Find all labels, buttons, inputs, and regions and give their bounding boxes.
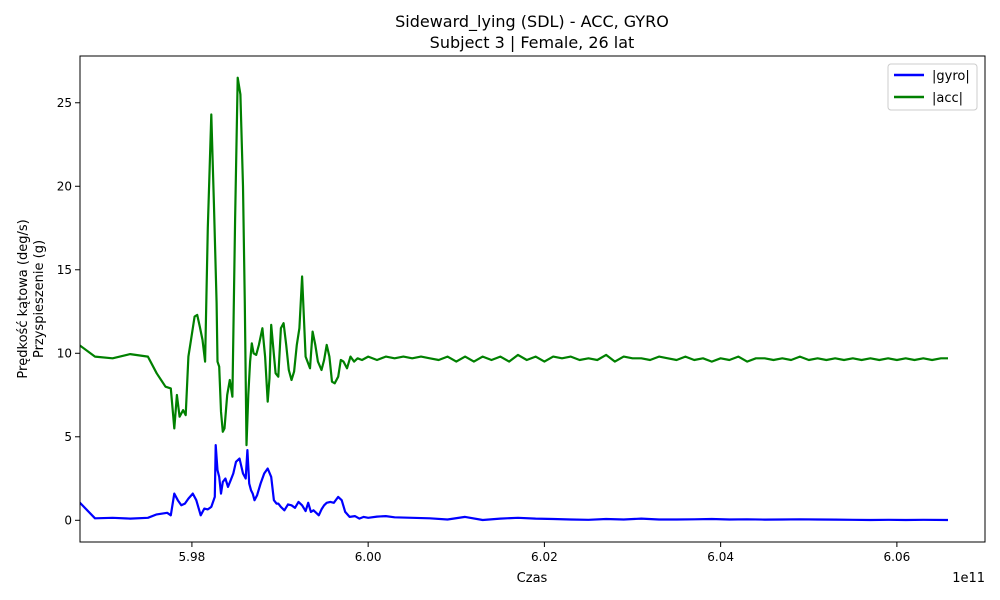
x-axis-offset-label: 1e11 (952, 571, 985, 586)
x-tick-label: 6.04 (707, 550, 734, 564)
plot-frame (79, 55, 986, 543)
y-tick-label: 5 (64, 430, 72, 444)
plot-series-layer (80, 76, 949, 522)
y-axis: 0 5 10 15 20 25 (57, 96, 80, 527)
chart-subtitle: Subject 3 | Female, 26 lat (430, 33, 635, 52)
x-axis-label: Czas (517, 571, 548, 586)
series-line-gyro (80, 444, 949, 522)
y-axis-label-line-2: Przyspieszenie (g) (32, 240, 47, 358)
y-tick-label: 10 (57, 346, 72, 360)
y-tick-label: 25 (57, 96, 72, 110)
x-axis: 5.98 6.00 6.02 6.04 6.06 (179, 542, 911, 564)
y-tick-label: 15 (57, 263, 72, 277)
x-tick-label: 5.98 (179, 550, 206, 564)
legend: |gyro| |acc| (887, 63, 978, 111)
x-tick-label: 6.02 (531, 550, 558, 564)
legend-label-gyro: |gyro| (932, 69, 970, 84)
x-tick-label: 6.06 (884, 550, 911, 564)
y-tick-label: 0 (64, 513, 72, 527)
chart-title: Sideward_lying (SDL) - ACC, GYRO (395, 12, 669, 32)
y-tick-label: 20 (57, 179, 72, 193)
series-line-acc (80, 76, 948, 447)
x-tick-label: 6.00 (355, 550, 382, 564)
y-axis-label-line-1: Prędkość kątowa (deg/s) (16, 219, 31, 378)
legend-label-acc: |acc| (932, 91, 963, 106)
